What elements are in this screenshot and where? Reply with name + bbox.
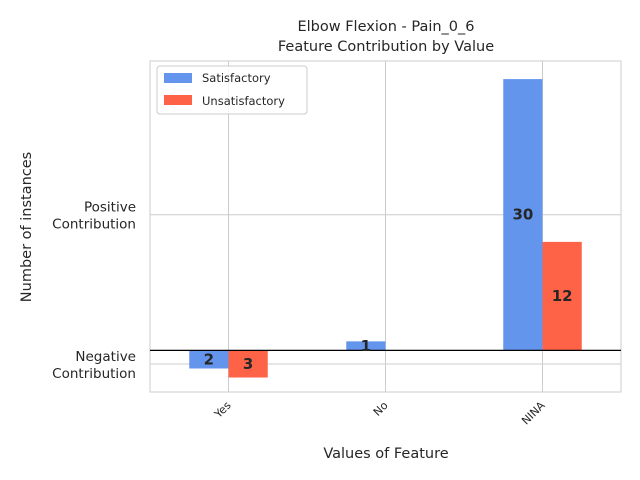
chart-subtitle: Feature Contribution by Value xyxy=(278,39,494,55)
legend-swatch-satisfactory xyxy=(164,73,192,83)
y-tick-label: Negative Contribution xyxy=(52,349,136,382)
x-tick-label: No xyxy=(371,399,391,419)
bar-unsatisfactory-yes xyxy=(228,350,268,378)
bar-unsatisfactory-nina xyxy=(542,241,582,351)
bar-value-label: 2 xyxy=(204,350,214,368)
bar-satisfactory-no xyxy=(346,341,386,351)
y-tick-label: Positive Contribution xyxy=(52,200,136,233)
y-tick-labels: Negative Contribution Positive Contribution xyxy=(52,200,136,382)
legend-swatch-unsatisfactory xyxy=(164,95,192,105)
bar-labels-layer: 2 1 30 3 12 xyxy=(204,206,573,373)
bar-satisfactory-yes xyxy=(189,350,229,369)
chart-title: Elbow Flexion - Pain_0_6 xyxy=(297,19,474,35)
bar-value-label: 3 xyxy=(243,355,253,373)
x-axis-label: Values of Feature xyxy=(323,446,448,462)
bar-value-label: 30 xyxy=(512,206,533,224)
bar-value-label: 1 xyxy=(361,337,371,355)
x-tick-label: Yes xyxy=(211,399,234,422)
x-tick-label: NINA xyxy=(519,399,548,428)
y-axis-label: Number of instances xyxy=(19,152,35,302)
x-tick-labels: Yes No NINA xyxy=(211,399,548,428)
legend: Satisfactory Unsatisfactory xyxy=(156,65,308,115)
bar-value-label: 12 xyxy=(552,287,573,305)
legend-label-unsatisfactory: Unsatisfactory xyxy=(202,94,285,108)
legend-label-satisfactory: Satisfactory xyxy=(202,71,271,85)
bar-satisfactory-nina xyxy=(503,79,543,351)
legend-frame xyxy=(156,65,308,115)
bars-layer xyxy=(150,79,621,378)
